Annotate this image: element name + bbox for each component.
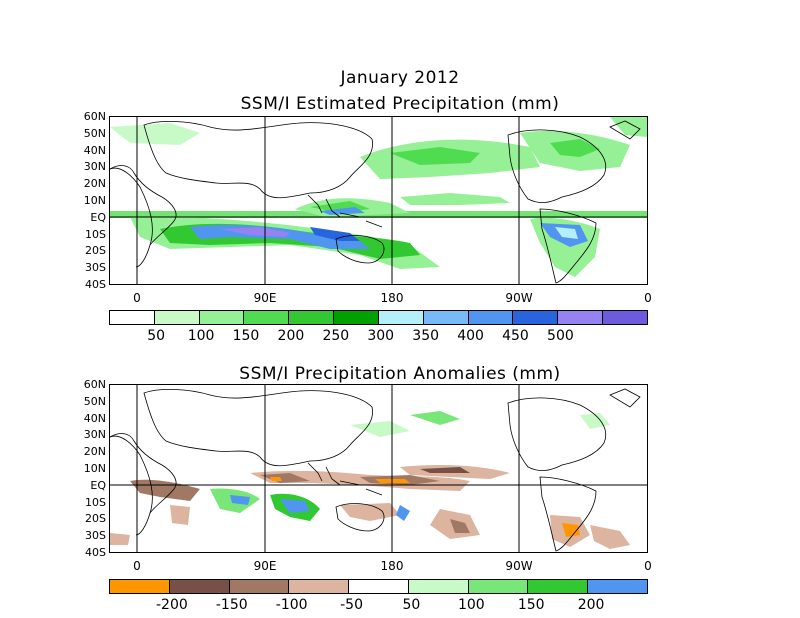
colorbar-swatch [168, 580, 229, 593]
colorbar-label: 200 [577, 597, 605, 613]
colorbar-label: 300 [367, 328, 395, 344]
anomaly-colorbar [109, 579, 648, 594]
lat-label: 40S [85, 546, 106, 559]
lat-label: 30N [83, 428, 106, 441]
colorbar-label: 100 [187, 328, 215, 344]
colorbar-label: 100 [457, 597, 485, 613]
precipitation-title: SSM/I Estimated Precipitation (mm) [240, 94, 560, 114]
colorbar-swatch [407, 580, 468, 593]
colorbar-swatch [110, 580, 169, 593]
lat-label: 20N [83, 445, 106, 458]
lat-label: 40S [85, 278, 106, 291]
colorbar-swatch [467, 311, 513, 324]
colorbar-swatch [557, 311, 603, 324]
graticule [110, 117, 647, 284]
colorbar-swatch [422, 311, 468, 324]
colorbar-swatch [377, 311, 423, 324]
lat-label: 10S [85, 228, 106, 241]
lat-label: 30S [85, 261, 106, 274]
coastlines [110, 388, 641, 552]
lat-label: 30S [85, 529, 106, 542]
month-title: January 2012 [340, 68, 460, 88]
anomaly-fields [110, 411, 630, 549]
lat-label: 10N [83, 462, 106, 475]
precipitation-colorbar [109, 310, 648, 325]
lat-label: 10N [83, 194, 106, 207]
colorbar-swatch [602, 311, 647, 324]
lon-label: 0 [133, 559, 141, 573]
colorbar-label: -150 [215, 597, 248, 613]
lat-label: 30N [83, 160, 106, 173]
precip-fields [110, 117, 647, 277]
anomaly-title: SSM/I Precipitation Anomalies (mm) [239, 364, 561, 384]
lon-label: 90E [253, 559, 277, 573]
lat-label: 10S [85, 496, 106, 509]
colorbar-swatch [153, 311, 199, 324]
lon-label: 180 [380, 291, 404, 305]
colorbar-label: 50 [147, 328, 166, 344]
lat-label: 40N [83, 412, 106, 425]
lat-label: 20N [83, 177, 106, 190]
precipitation-map [109, 116, 648, 285]
colorbar-swatch [587, 580, 648, 593]
lat-label: EQ [90, 211, 106, 224]
colorbar-swatch [288, 311, 334, 324]
colorbar-swatch [198, 311, 244, 324]
colorbar-swatch [288, 580, 349, 593]
colorbar-label: 200 [277, 328, 305, 344]
colorbar-label: 500 [547, 328, 574, 344]
lon-label: 90W [505, 559, 533, 573]
lat-label: EQ [90, 479, 106, 492]
lon-label: 180 [380, 559, 404, 573]
colorbar-label: 250 [322, 328, 350, 344]
lat-label: 20S [85, 512, 106, 525]
colorbar-swatch [512, 311, 558, 324]
colorbar-swatch [228, 580, 289, 593]
lon-label: 0 [644, 559, 652, 573]
graticule [110, 385, 647, 552]
colorbar-label: 350 [412, 328, 440, 344]
lon-label: 90W [505, 291, 533, 305]
colorbar-label: 450 [502, 328, 529, 344]
anomaly-map [109, 384, 648, 553]
lat-label: 40N [83, 144, 106, 157]
lon-label: 0 [133, 291, 141, 305]
colorbar-swatch [348, 580, 408, 593]
lat-label: 50N [83, 395, 106, 408]
colorbar-swatch [467, 580, 528, 593]
colorbar-label: -200 [155, 597, 188, 613]
colorbar-label: -100 [275, 597, 308, 613]
colorbar-swatch [527, 580, 588, 593]
colorbar-label: 150 [232, 328, 260, 344]
colorbar-label: 150 [517, 597, 545, 613]
lat-label: 20S [85, 244, 106, 257]
colorbar-swatch [110, 311, 154, 324]
lat-label: 60N [83, 110, 106, 123]
colorbar-label: -50 [340, 597, 363, 613]
lon-label: 90E [253, 291, 277, 305]
lon-label: 0 [644, 291, 652, 305]
colorbar-swatch [243, 311, 289, 324]
colorbar-label: 400 [457, 328, 484, 344]
colorbar-label: 50 [402, 597, 421, 613]
colorbar-swatch [333, 311, 378, 324]
lat-label: 60N [83, 378, 106, 391]
lat-label: 50N [83, 127, 106, 140]
